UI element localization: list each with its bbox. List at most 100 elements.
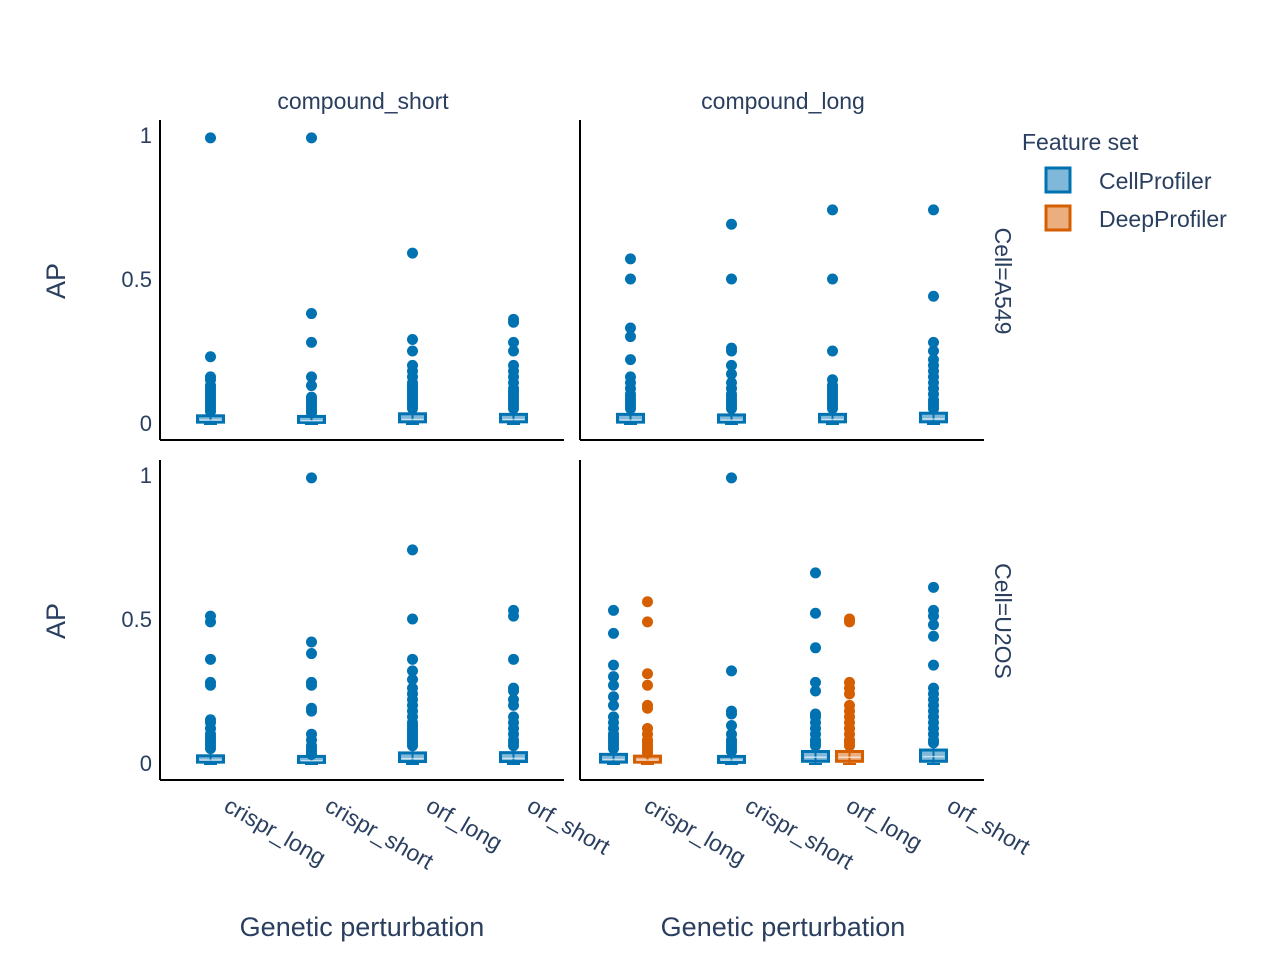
outlier-point — [827, 345, 838, 357]
outlier-point — [726, 472, 737, 484]
outlier-point — [726, 728, 737, 740]
legend-swatch-cellprofiler — [1044, 166, 1072, 194]
legend-item-deepprofiler[interactable]: DeepProfiler — [1044, 204, 1227, 232]
outlier-point — [625, 322, 636, 334]
outlier-point — [407, 665, 418, 677]
outlier-point — [608, 604, 619, 616]
outlier-point — [625, 331, 636, 343]
outlier-point — [844, 613, 855, 625]
outlier-point — [625, 253, 636, 265]
x-tick-label-orf-short: orf_short — [943, 792, 1035, 860]
panel-cell-a549-compound-short: 00.51 — [121, 120, 564, 441]
box-body — [919, 748, 948, 763]
box-body — [499, 751, 528, 764]
outlier-point — [642, 596, 653, 608]
outlier-point — [205, 676, 216, 688]
outlier-point — [928, 682, 939, 694]
outlier-point — [306, 472, 317, 484]
box-cellprofiler-orf-long — [398, 247, 427, 425]
outlier-point — [608, 711, 619, 723]
box-deepprofiler-crispr-long — [633, 596, 662, 765]
legend-item-cellprofiler[interactable]: CellProfiler — [1044, 166, 1212, 194]
x-tick-label-crispr-short: crispr_short — [741, 792, 859, 875]
outlier-point — [642, 616, 653, 628]
outlier-point — [928, 630, 939, 642]
outlier-point — [407, 544, 418, 556]
box-cellprofiler-crispr-long — [196, 610, 225, 765]
box-cellprofiler-orf-long — [818, 204, 847, 425]
y-tick-label: 0 — [140, 751, 152, 776]
outlier-point — [205, 610, 216, 622]
outlier-point — [928, 336, 939, 348]
box-cellprofiler-orf-long — [801, 567, 830, 765]
outlier-point — [726, 273, 737, 285]
plot-panels: 00.5100.51crispr_longcrispr_shortorf_lon… — [121, 120, 1035, 875]
y-tick-label: 0.5 — [121, 607, 152, 632]
outlier-point — [608, 679, 619, 691]
box-cellprofiler-orf-short — [499, 313, 528, 425]
outlier-point — [306, 391, 317, 403]
x-axis-title-left: Genetic perturbation — [240, 912, 485, 942]
box-body — [616, 412, 645, 424]
box-body — [919, 411, 948, 424]
facet-row-title-u2os: Cell=U2OS — [990, 563, 1016, 679]
outlier-point — [726, 720, 737, 732]
outlier-point — [306, 371, 317, 383]
outlier-point — [827, 273, 838, 285]
outlier-point — [810, 708, 821, 720]
facet-col-title-compound-long: compound_long — [701, 88, 865, 114]
outlier-point — [810, 607, 821, 619]
outlier-point — [306, 380, 317, 392]
x-tick-label-orf-long: orf_long — [422, 792, 507, 856]
outlier-point — [508, 336, 519, 348]
y-tick-label: 1 — [140, 463, 152, 488]
outlier-point — [205, 714, 216, 726]
outlier-point — [726, 705, 737, 717]
x-axis-title-right: Genetic perturbation — [661, 912, 906, 942]
outlier-point — [642, 699, 653, 711]
outlier-point — [642, 679, 653, 691]
outlier-point — [928, 290, 939, 302]
outlier-point — [625, 371, 636, 383]
outlier-point — [810, 676, 821, 688]
box-body — [835, 749, 864, 763]
outlier-point — [407, 247, 418, 259]
box-cellprofiler-orf-short — [919, 581, 948, 765]
box-cellprofiler-crispr-short — [297, 472, 326, 765]
box-cellprofiler-orf-long — [398, 544, 427, 765]
outlier-point — [407, 673, 418, 685]
box-cellprofiler-orf-short — [919, 204, 948, 425]
outlier-point — [508, 653, 519, 665]
outlier-point — [306, 308, 317, 320]
legend-title: Feature set — [1022, 129, 1139, 155]
box-cellprofiler-crispr-short — [717, 472, 746, 765]
outlier-point — [726, 377, 737, 389]
outlier-point — [306, 728, 317, 740]
y-axis-title-top: AP — [41, 263, 71, 299]
legend-swatch-deepprofiler — [1044, 204, 1072, 232]
outlier-point — [827, 204, 838, 216]
box-body — [818, 412, 847, 424]
box-body — [196, 754, 225, 764]
outlier-point — [508, 694, 519, 706]
outlier-point — [508, 711, 519, 723]
outlier-point — [306, 676, 317, 688]
outlier-point — [928, 659, 939, 671]
outlier-point — [726, 218, 737, 230]
outlier-point — [726, 342, 737, 354]
outlier-point — [810, 567, 821, 579]
box-cellprofiler-orf-short — [499, 604, 528, 765]
outlier-point — [928, 345, 939, 357]
box-body — [717, 413, 746, 424]
outlier-point — [306, 636, 317, 648]
outlier-point — [306, 336, 317, 348]
outlier-point — [928, 619, 939, 631]
outlier-point — [508, 345, 519, 357]
box-body — [499, 412, 528, 424]
outlier-point — [625, 354, 636, 366]
box-body — [398, 412, 427, 424]
x-tick-label-crispr-short: crispr_short — [321, 792, 439, 875]
box-deepprofiler-orf-long — [835, 613, 864, 765]
panel-cell-a549-compound-long — [579, 120, 984, 441]
